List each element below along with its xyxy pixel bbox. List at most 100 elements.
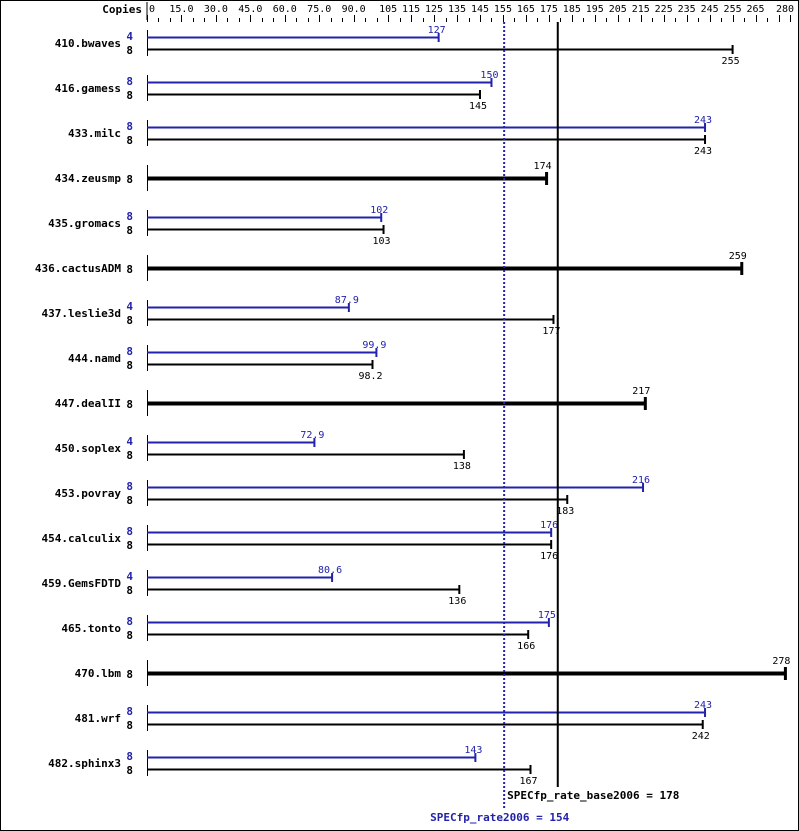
peak-value-label: 72.9 bbox=[300, 430, 324, 441]
base-value-label: 183 bbox=[556, 506, 574, 517]
base-copies: 8 bbox=[126, 224, 133, 237]
base-value-label: 255 bbox=[722, 56, 740, 67]
base-value-label: 145 bbox=[469, 101, 487, 112]
x-tick-label: 145 bbox=[471, 4, 489, 15]
x-tick-label: 245 bbox=[701, 4, 719, 15]
benchmark-label: 453.povray bbox=[55, 487, 122, 500]
peak-value-label: 127 bbox=[428, 25, 446, 36]
peak-value-label: 216 bbox=[632, 475, 650, 486]
peak-copies: 8 bbox=[126, 75, 133, 88]
peak-copies: 8 bbox=[126, 525, 133, 538]
x-tick-label: 15.0 bbox=[169, 4, 193, 15]
base-copies: 8 bbox=[126, 134, 133, 147]
peak-value-label: 143 bbox=[464, 745, 482, 756]
base-value-label: 167 bbox=[519, 776, 537, 787]
copies-header: Copies bbox=[102, 3, 142, 16]
benchmark-label: 482.sphinx3 bbox=[48, 757, 121, 770]
benchmark-label: 436.cactusADM bbox=[35, 262, 121, 275]
base-value-label: 174 bbox=[534, 161, 552, 172]
peak-copies: 8 bbox=[126, 345, 133, 358]
base-value-label: 217 bbox=[632, 386, 650, 397]
peak-value-label: 243 bbox=[694, 115, 712, 126]
x-tick-label: 205 bbox=[609, 4, 627, 15]
x-tick-label: 185 bbox=[563, 4, 581, 15]
x-tick-label: 135 bbox=[448, 4, 466, 15]
peak-copies: 4 bbox=[126, 570, 133, 583]
base-copies: 8 bbox=[126, 89, 133, 102]
benchmark-label: 435.gromacs bbox=[48, 217, 121, 230]
x-tick-label: 75.0 bbox=[307, 4, 331, 15]
base-copies: 8 bbox=[126, 668, 133, 681]
peak-value-label: 150 bbox=[480, 70, 498, 81]
base-summary-label: SPECfp_rate_base2006 = 178 bbox=[507, 789, 679, 802]
peak-value-label: 243 bbox=[694, 700, 712, 711]
peak-value-label: 175 bbox=[538, 610, 556, 621]
peak-value-label: 102 bbox=[370, 205, 388, 216]
base-copies: 8 bbox=[126, 263, 133, 276]
x-tick-label: 255 bbox=[724, 4, 742, 15]
peak-copies: 4 bbox=[126, 300, 133, 313]
peak-value-label: 99.9 bbox=[362, 340, 386, 351]
base-copies: 8 bbox=[126, 764, 133, 777]
x-tick-label: 90.0 bbox=[342, 4, 366, 15]
peak-copies: 4 bbox=[126, 435, 133, 448]
x-tick-label: 60.0 bbox=[273, 4, 297, 15]
benchmark-label: 470.lbm bbox=[75, 667, 122, 680]
base-copies: 8 bbox=[126, 359, 133, 372]
peak-copies: 8 bbox=[126, 705, 133, 718]
base-copies: 8 bbox=[126, 539, 133, 552]
x-tick-label: 280 bbox=[776, 4, 794, 15]
base-value-label: 103 bbox=[373, 236, 391, 247]
base-copies: 8 bbox=[126, 719, 133, 732]
benchmark-label: 433.milc bbox=[68, 127, 121, 140]
x-tick-label: 155 bbox=[494, 4, 512, 15]
benchmark-label: 434.zeusmp bbox=[55, 172, 122, 185]
benchmark-label: 444.namd bbox=[68, 352, 121, 365]
x-tick-label: 125 bbox=[425, 4, 443, 15]
benchmark-label: 416.gamess bbox=[55, 82, 121, 95]
benchmark-label: 450.soplex bbox=[55, 442, 122, 455]
peak-copies: 8 bbox=[126, 210, 133, 223]
benchmark-label: 447.dealII bbox=[55, 397, 121, 410]
base-copies: 8 bbox=[126, 629, 133, 642]
base-value-label: 98.2 bbox=[358, 371, 382, 382]
base-copies: 8 bbox=[126, 314, 133, 327]
benchmark-label: 410.bwaves bbox=[55, 37, 121, 50]
benchmark-label: 454.calculix bbox=[42, 532, 122, 545]
x-tick-label: 195 bbox=[586, 4, 604, 15]
x-tick-label: 105 bbox=[379, 4, 397, 15]
x-tick-label: 265 bbox=[747, 4, 765, 15]
x-tick-label: 30.0 bbox=[204, 4, 228, 15]
base-copies: 8 bbox=[126, 44, 133, 57]
peak-copies: 8 bbox=[126, 615, 133, 628]
peak-summary-label: SPECfp_rate2006 = 154 bbox=[430, 811, 569, 824]
x-tick-label: 165 bbox=[517, 4, 535, 15]
benchmark-label: 437.leslie3d bbox=[42, 307, 121, 320]
peak-value-label: 87.9 bbox=[335, 295, 359, 306]
base-value-label: 278 bbox=[772, 656, 790, 667]
x-tick-label: 115 bbox=[402, 4, 420, 15]
base-value-label: 242 bbox=[692, 731, 710, 742]
peak-copies: 8 bbox=[126, 120, 133, 133]
x-tick-label: 175 bbox=[540, 4, 558, 15]
base-copies: 8 bbox=[126, 494, 133, 507]
benchmark-label: 465.tonto bbox=[61, 622, 121, 635]
base-value-label: 138 bbox=[453, 461, 471, 472]
peak-value-label: 80.6 bbox=[318, 565, 342, 576]
x-tick-label: 225 bbox=[655, 4, 673, 15]
base-value-label: 243 bbox=[694, 146, 712, 157]
base-value-label: 177 bbox=[542, 326, 560, 337]
base-copies: 8 bbox=[126, 449, 133, 462]
benchmark-label: 481.wrf bbox=[75, 712, 121, 725]
x-tick-label: 0 bbox=[149, 4, 155, 15]
base-copies: 8 bbox=[126, 584, 133, 597]
x-tick-label: 235 bbox=[678, 4, 696, 15]
peak-copies: 4 bbox=[126, 30, 133, 43]
base-value-label: 136 bbox=[448, 596, 466, 607]
peak-copies: 8 bbox=[126, 480, 133, 493]
base-value-label: 166 bbox=[517, 641, 535, 652]
base-value-label: 259 bbox=[729, 251, 747, 262]
x-tick-label: 45.0 bbox=[238, 4, 262, 15]
base-copies: 8 bbox=[126, 173, 133, 186]
